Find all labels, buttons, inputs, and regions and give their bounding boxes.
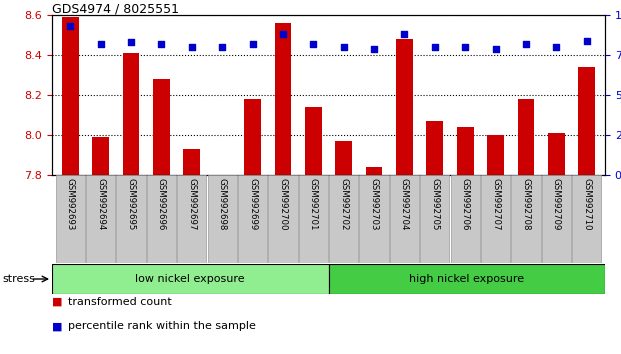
Text: GSM992705: GSM992705 [430, 178, 439, 230]
Point [551, 44, 561, 50]
Bar [366, 167, 383, 175]
Bar [305, 107, 322, 175]
Point [96, 41, 106, 47]
Point [278, 32, 288, 37]
Bar [329, 175, 358, 263]
Text: GSM992707: GSM992707 [491, 178, 500, 230]
Point [156, 41, 166, 47]
Text: GSM992701: GSM992701 [309, 178, 318, 230]
Bar [268, 175, 297, 263]
Bar [56, 175, 85, 263]
Text: GSM992704: GSM992704 [400, 178, 409, 230]
Point [399, 32, 409, 37]
Text: GSM992695: GSM992695 [127, 178, 135, 230]
Point [187, 44, 197, 50]
Bar [578, 67, 595, 175]
Bar [518, 99, 534, 175]
Point [491, 46, 501, 51]
Bar [572, 175, 601, 263]
Bar [122, 53, 139, 175]
Text: GDS4974 / 8025551: GDS4974 / 8025551 [52, 2, 179, 15]
Text: GSM992696: GSM992696 [157, 178, 166, 230]
Bar [335, 141, 352, 175]
Point [460, 44, 470, 50]
Point [521, 41, 531, 47]
Bar [512, 175, 541, 263]
Bar [116, 175, 145, 263]
Bar [457, 127, 474, 175]
Point [309, 41, 319, 47]
Point [369, 46, 379, 51]
Text: GSM992702: GSM992702 [339, 178, 348, 230]
Text: percentile rank within the sample: percentile rank within the sample [68, 321, 255, 331]
Bar [147, 175, 176, 263]
Text: GSM992697: GSM992697 [188, 178, 196, 230]
Text: GSM992700: GSM992700 [278, 178, 288, 230]
Bar [542, 175, 571, 263]
Text: GSM992709: GSM992709 [552, 178, 561, 230]
Bar [274, 23, 291, 175]
Point [126, 39, 136, 45]
Point [338, 44, 348, 50]
Bar [244, 99, 261, 175]
Text: GSM992694: GSM992694 [96, 178, 105, 230]
Text: GSM992703: GSM992703 [369, 178, 379, 230]
Bar [487, 135, 504, 175]
Bar [153, 79, 170, 175]
Bar [93, 137, 109, 175]
Text: transformed count: transformed count [68, 297, 171, 307]
Bar [214, 175, 230, 185]
Text: ■: ■ [52, 321, 63, 331]
Point [65, 23, 75, 29]
Bar [396, 39, 413, 175]
Text: stress: stress [2, 274, 35, 284]
Text: GSM992698: GSM992698 [217, 178, 227, 230]
Bar [329, 264, 605, 294]
Bar [420, 175, 450, 263]
Text: high nickel exposure: high nickel exposure [409, 274, 524, 284]
Bar [451, 175, 480, 263]
Bar [548, 133, 564, 175]
Point [217, 44, 227, 50]
Bar [427, 121, 443, 175]
Bar [183, 149, 200, 175]
Text: low nickel exposure: low nickel exposure [135, 274, 245, 284]
Bar [177, 175, 206, 263]
Bar [299, 175, 328, 263]
Bar [360, 175, 389, 263]
Bar [481, 175, 510, 263]
Bar [52, 264, 329, 294]
Bar [207, 175, 237, 263]
Bar [86, 175, 116, 263]
Bar [238, 175, 267, 263]
Bar [390, 175, 419, 263]
Bar [62, 17, 79, 175]
Text: GSM992693: GSM992693 [66, 178, 75, 230]
Text: GSM992706: GSM992706 [461, 178, 469, 230]
Text: GSM992710: GSM992710 [582, 178, 591, 230]
Text: ■: ■ [52, 297, 63, 307]
Point [582, 38, 592, 44]
Point [248, 41, 258, 47]
Text: GSM992699: GSM992699 [248, 178, 257, 230]
Point [430, 44, 440, 50]
Text: GSM992708: GSM992708 [522, 178, 530, 230]
